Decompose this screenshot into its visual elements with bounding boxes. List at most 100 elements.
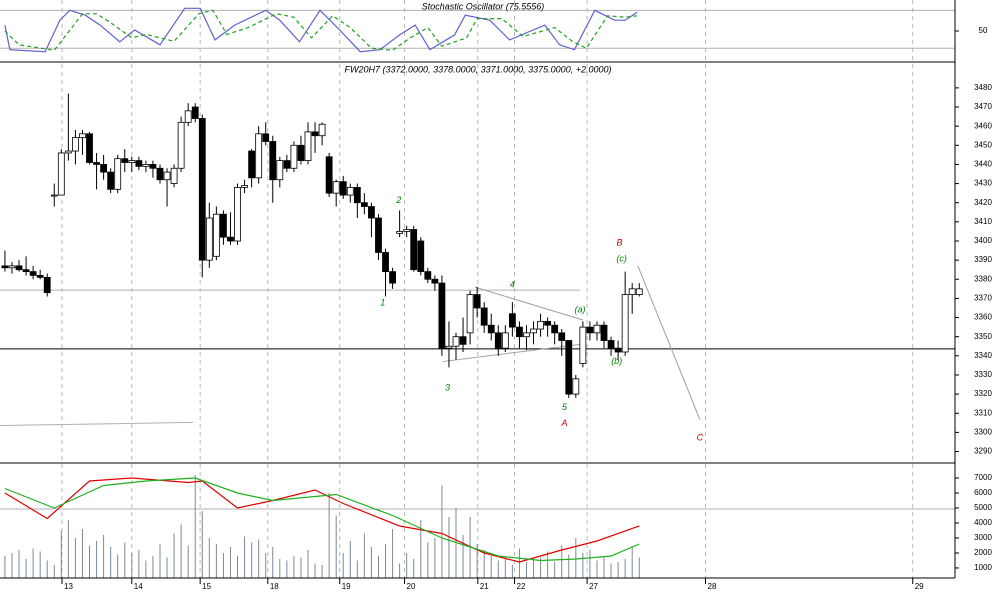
candle-body bbox=[424, 271, 432, 280]
candle-body bbox=[389, 271, 396, 284]
y-tick-label: 3360 bbox=[974, 313, 992, 322]
y-tick-label: 3470 bbox=[974, 102, 992, 111]
y-tick-label: 4000 bbox=[974, 518, 992, 527]
candle-body bbox=[142, 164, 150, 167]
candle-body bbox=[156, 167, 164, 181]
candle-body bbox=[241, 185, 248, 188]
candle-body bbox=[508, 313, 516, 328]
candle-body bbox=[544, 320, 552, 326]
trend-line bbox=[637, 265, 701, 420]
candle-body bbox=[177, 121, 185, 169]
candle-body bbox=[487, 324, 495, 334]
wave-label: 4 bbox=[510, 279, 515, 289]
candle-body bbox=[100, 164, 108, 173]
candle-body bbox=[57, 152, 65, 196]
candle-body bbox=[480, 307, 488, 326]
y-tick-label: 50 bbox=[979, 26, 988, 35]
y-tick-label: 3420 bbox=[974, 198, 992, 207]
wave-label: 5 bbox=[562, 402, 568, 412]
candle-body bbox=[431, 278, 439, 284]
y-tick-label: 3380 bbox=[974, 274, 992, 283]
candle-body bbox=[494, 332, 502, 349]
stochastic-line bbox=[4, 7, 638, 53]
candle-body bbox=[149, 164, 157, 169]
candle-body bbox=[600, 324, 608, 341]
y-tick-label: 3290 bbox=[974, 447, 992, 456]
candle-body bbox=[128, 160, 136, 163]
candle-body bbox=[410, 229, 418, 271]
candle-body bbox=[628, 288, 636, 295]
wave-label: B bbox=[617, 237, 623, 247]
candle-body bbox=[459, 336, 467, 345]
candle-body bbox=[360, 202, 368, 207]
x-tick-label: 21 bbox=[480, 582, 489, 591]
candle-body bbox=[353, 187, 361, 204]
candle-body bbox=[572, 378, 580, 395]
candle-body bbox=[325, 156, 333, 194]
wave-label: A bbox=[561, 418, 568, 428]
candle-body bbox=[375, 217, 382, 253]
candle-body bbox=[205, 217, 213, 261]
candle-body bbox=[311, 131, 319, 137]
candle-body bbox=[593, 324, 601, 334]
candle-body bbox=[530, 328, 537, 334]
x-tick-label: 15 bbox=[202, 582, 211, 591]
candle-body bbox=[586, 326, 594, 334]
y-tick-label: 3000 bbox=[974, 533, 992, 542]
trend-line bbox=[0, 421, 194, 426]
y-tick-label: 3320 bbox=[974, 389, 992, 398]
candle-body bbox=[614, 347, 622, 353]
x-tick-label: 18 bbox=[270, 582, 279, 591]
candle-body bbox=[121, 158, 129, 163]
y-tick-label: 3350 bbox=[974, 332, 992, 341]
candle-body bbox=[403, 229, 411, 232]
x-tick-label: 20 bbox=[407, 582, 416, 591]
y-tick-label: 3480 bbox=[974, 83, 992, 92]
candle-body bbox=[269, 141, 277, 181]
candle-body bbox=[452, 336, 460, 347]
candle-body bbox=[382, 252, 389, 273]
y-tick-label: 3340 bbox=[974, 351, 992, 360]
candle-body bbox=[290, 144, 298, 169]
candle-body bbox=[43, 276, 51, 294]
wave-label: 1 bbox=[380, 297, 385, 307]
candle-body bbox=[523, 332, 530, 338]
candle-body bbox=[579, 326, 587, 364]
candle-body bbox=[417, 240, 425, 273]
candle-body bbox=[227, 236, 234, 242]
candle-body bbox=[565, 340, 573, 395]
candle-body bbox=[332, 181, 340, 194]
x-tick-label: 28 bbox=[708, 582, 717, 591]
wave-label: (c) bbox=[616, 254, 627, 264]
candle-body bbox=[438, 282, 446, 349]
y-tick-label: 3440 bbox=[974, 160, 992, 169]
candle-body bbox=[163, 171, 171, 181]
candle-body bbox=[248, 150, 256, 179]
y-tick-label: 3390 bbox=[974, 255, 992, 264]
x-tick-label: 29 bbox=[915, 582, 924, 591]
candle-body bbox=[368, 206, 375, 219]
candle-body bbox=[297, 144, 305, 162]
wave-label: C bbox=[697, 432, 704, 442]
y-tick-label: 6000 bbox=[974, 488, 992, 497]
y-tick-label: 3300 bbox=[974, 427, 992, 436]
candle-body bbox=[501, 332, 509, 349]
candle-body bbox=[36, 275, 44, 278]
candle-body bbox=[255, 133, 263, 179]
candle-body bbox=[558, 332, 566, 341]
candle-body bbox=[220, 213, 227, 238]
y-tick-label: 3460 bbox=[974, 121, 992, 130]
y-tick-label: 2000 bbox=[974, 548, 992, 557]
candle-body bbox=[318, 123, 326, 137]
candle-body bbox=[551, 324, 559, 334]
x-tick-label: 27 bbox=[589, 582, 598, 591]
stochastic-line bbox=[4, 9, 638, 51]
candle-body bbox=[29, 271, 37, 276]
axis-bg bbox=[956, 0, 994, 603]
candle-body bbox=[170, 167, 178, 184]
candle-body bbox=[396, 231, 404, 234]
candle-body bbox=[283, 160, 291, 169]
y-tick-label: 3370 bbox=[974, 294, 992, 303]
